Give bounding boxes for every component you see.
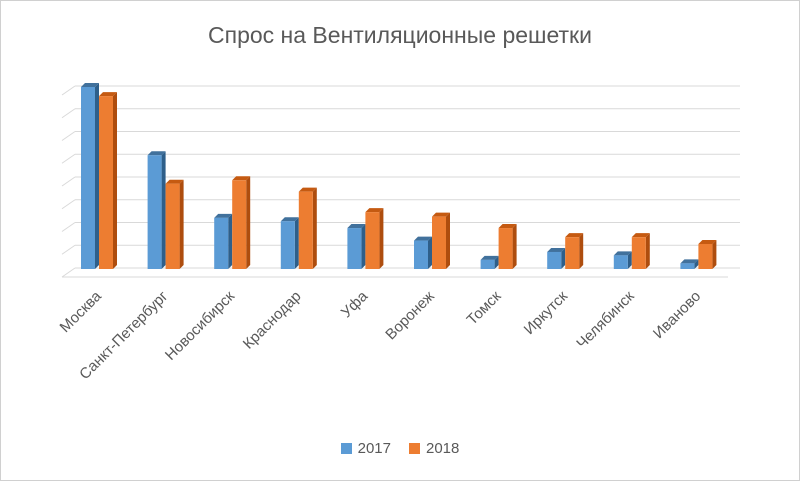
bar-side bbox=[712, 239, 717, 269]
bar bbox=[147, 155, 162, 269]
bar-side bbox=[246, 176, 251, 269]
bar bbox=[498, 228, 513, 269]
category-label: Москва bbox=[57, 287, 106, 336]
gridline-side bbox=[61, 153, 76, 164]
bar-top bbox=[232, 176, 251, 181]
bar-top bbox=[147, 151, 166, 156]
gridline-side bbox=[61, 222, 76, 232]
legend-label-2018: 2018 bbox=[426, 440, 460, 457]
category-label: Уфа bbox=[338, 287, 372, 321]
category-label: Иваново bbox=[650, 288, 704, 342]
category-label: Краснодар bbox=[240, 288, 305, 353]
bar-top bbox=[81, 83, 99, 87]
gridline-side bbox=[61, 267, 76, 278]
bar bbox=[280, 221, 295, 269]
bar-top bbox=[480, 255, 499, 260]
bar bbox=[81, 87, 95, 269]
bar-top bbox=[298, 187, 317, 192]
bar-top bbox=[347, 224, 366, 229]
bar bbox=[432, 216, 446, 269]
bar-side bbox=[228, 213, 233, 269]
legend-item-2017: 2017 bbox=[340, 440, 391, 457]
bar-top bbox=[565, 233, 584, 238]
bar bbox=[414, 240, 428, 269]
bar-side bbox=[361, 224, 366, 269]
bar bbox=[99, 96, 113, 269]
bar-side bbox=[494, 255, 499, 269]
legend-swatch-2017 bbox=[340, 443, 352, 454]
gridline-side bbox=[61, 176, 76, 187]
bar bbox=[214, 217, 229, 269]
bar-side bbox=[428, 236, 432, 269]
chart-title: Спрос на Вентиляционные решетки bbox=[208, 22, 592, 48]
category-label: Челябинск bbox=[573, 288, 638, 353]
bar bbox=[365, 212, 380, 269]
bar-side bbox=[579, 233, 584, 269]
bar-top bbox=[547, 247, 566, 252]
bar-top bbox=[680, 259, 699, 264]
bar bbox=[347, 228, 362, 269]
bar-side bbox=[561, 247, 566, 269]
category-label: Новосибирск bbox=[162, 288, 238, 364]
gridline-side bbox=[61, 244, 76, 255]
legend-swatch-2018 bbox=[409, 443, 420, 454]
bar-top bbox=[99, 92, 117, 97]
bar bbox=[547, 251, 562, 269]
category-label: Иркутск bbox=[521, 288, 572, 339]
bar-top bbox=[214, 213, 233, 218]
bar-top bbox=[365, 208, 384, 213]
bar-side bbox=[161, 151, 166, 269]
bar-side bbox=[446, 212, 450, 269]
bar-top bbox=[165, 179, 184, 184]
gridline-side bbox=[61, 85, 76, 96]
bar-side bbox=[312, 187, 317, 269]
bar-top bbox=[631, 233, 650, 238]
bar-top bbox=[498, 224, 517, 229]
bar-side bbox=[179, 179, 184, 269]
bar bbox=[680, 263, 695, 269]
legend-label-2017: 2017 bbox=[357, 440, 391, 457]
bar-top bbox=[414, 236, 432, 241]
gridline-side bbox=[61, 108, 76, 119]
bar bbox=[165, 183, 180, 269]
bar bbox=[298, 191, 313, 269]
gridline-side bbox=[61, 131, 76, 141]
bar-side bbox=[645, 233, 650, 269]
category-label: Томск bbox=[464, 288, 505, 329]
bar-top bbox=[432, 212, 450, 217]
legend: 2017 2018 bbox=[0, 440, 800, 457]
bar-top bbox=[613, 251, 632, 256]
bar bbox=[565, 237, 580, 269]
legend-item-2018: 2018 bbox=[409, 440, 459, 457]
bar-side bbox=[512, 224, 517, 269]
bar-top bbox=[280, 217, 299, 222]
bar-side bbox=[95, 83, 99, 269]
category-label: Воронеж bbox=[382, 288, 438, 344]
bar-top bbox=[698, 239, 717, 244]
bar-side bbox=[694, 259, 699, 269]
bar bbox=[631, 237, 646, 269]
bar-side bbox=[379, 208, 384, 269]
bar-side bbox=[627, 251, 632, 269]
gridline-side bbox=[61, 199, 76, 210]
bar bbox=[698, 243, 713, 269]
bar-side bbox=[113, 92, 117, 269]
bar bbox=[232, 180, 247, 269]
bar-side bbox=[294, 217, 299, 269]
bar bbox=[613, 255, 628, 269]
bar bbox=[480, 259, 495, 269]
